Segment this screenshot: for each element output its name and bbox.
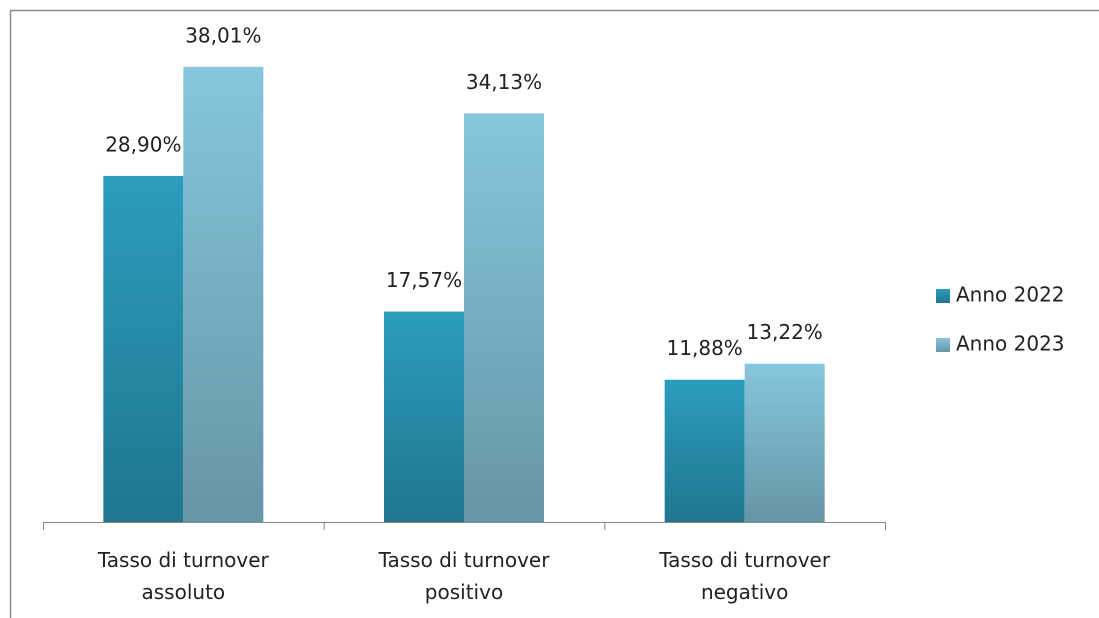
bar	[183, 66, 264, 522]
frame	[9, 9, 1099, 618]
x-tick-label: Tasso di turnover positivo	[378, 548, 550, 604]
x-tick-label: Tasso di turnover negativo	[659, 548, 831, 604]
bar	[384, 311, 464, 522]
data-label: 34,13%	[466, 70, 542, 94]
bar	[103, 175, 184, 523]
legend-label: Anno 2022	[956, 283, 1065, 307]
data-label: 38,01%	[185, 23, 261, 47]
data-label: 13,22%	[747, 320, 823, 344]
data-label: 28,90%	[105, 132, 181, 156]
bar	[464, 113, 544, 523]
bar	[664, 379, 745, 522]
data-label: 11,88%	[667, 336, 743, 360]
bar	[744, 363, 825, 522]
legend-swatch	[936, 338, 950, 352]
x-tick-label: Tasso di turnover assoluto	[97, 548, 269, 604]
data-label: 17,57%	[386, 268, 462, 292]
legend-label: Anno 2023	[956, 332, 1065, 356]
legend-swatch	[936, 289, 950, 303]
